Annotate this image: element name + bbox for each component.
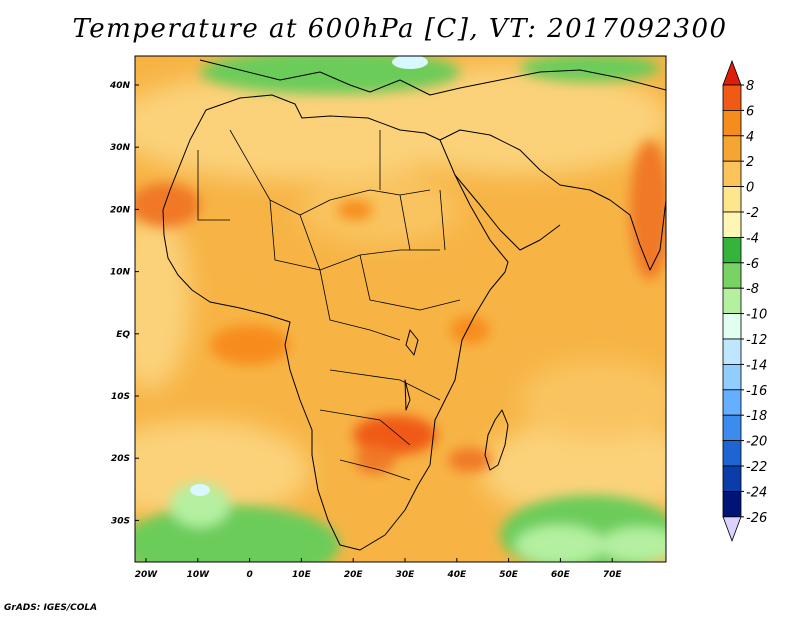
lon-tick-label: 70E xyxy=(603,570,623,580)
colorbar-cap-top xyxy=(722,59,742,86)
colorbar-label: -26 xyxy=(746,511,767,526)
colorbar-label: 8 xyxy=(746,79,754,94)
field-cold-spot xyxy=(392,56,428,69)
colorbar-swatch xyxy=(722,135,742,162)
lon-tick-label: 50E xyxy=(499,570,519,580)
europe-coast xyxy=(199,59,666,96)
lat-tick-label: 10N xyxy=(110,268,131,278)
lat-tick-label: 20N xyxy=(110,205,131,215)
colorbar-label: -20 xyxy=(746,435,767,450)
colorbar-swatch xyxy=(722,363,742,391)
credit-text: GrADS: IGES/COLA xyxy=(4,603,98,613)
colorbar-swatch xyxy=(722,110,742,137)
colorbar-label: 0 xyxy=(746,181,754,196)
colorbar-label: -16 xyxy=(746,384,767,399)
lon-tick-label: 20W xyxy=(135,570,159,580)
colorbar: 8 6 4 2 0 -2 -4 -6 -8 -10 -12 -14 -16 -18 -20 -22 -24 -26 xyxy=(722,59,767,542)
inland-lakes xyxy=(404,329,419,411)
lon-tick-label: 10E xyxy=(292,570,312,580)
lat-tick-label: 20S xyxy=(111,454,130,464)
lon-tick-label: 0 xyxy=(246,570,252,580)
field-warm-zones xyxy=(135,140,666,474)
longitude-ticks: 20W 10W 0 10E 20E 30E 40E 50E 60E 70E xyxy=(135,558,623,580)
latitude-ticks: 40N 30N 20N 10N EQ 10S 20S 30S xyxy=(109,81,139,526)
colorbar-swatch xyxy=(722,389,742,416)
colorbar-label: -12 xyxy=(746,333,767,348)
colorbar-swatch xyxy=(722,490,742,518)
lon-tick-label: 60E xyxy=(551,570,571,580)
colorbar-swatch xyxy=(722,338,742,365)
lon-tick-label: 40E xyxy=(446,570,467,580)
arabia-coast xyxy=(439,129,666,271)
colorbar-swatch xyxy=(722,313,742,340)
colorbar-swatch xyxy=(722,236,742,264)
colorbar-label: -2 xyxy=(746,206,759,221)
colorbar-label: -8 xyxy=(746,282,759,297)
colorbar-swatch xyxy=(722,186,742,213)
colorbar-swatch xyxy=(722,287,742,315)
colorbar-swatch xyxy=(722,414,742,442)
colorbar-label: -6 xyxy=(746,257,759,272)
lat-tick-label: 40N xyxy=(109,81,131,91)
colorbar-label: 4 xyxy=(746,130,754,145)
colorbar-swatch xyxy=(722,160,742,187)
colorbar-swatch xyxy=(722,440,742,467)
map-frame xyxy=(134,55,667,563)
madagascar xyxy=(484,409,509,471)
lat-tick-label: 30S xyxy=(111,516,130,526)
colorbar-swatch xyxy=(722,465,742,492)
colorbar-label: -14 xyxy=(746,358,767,373)
colorbar-label: -24 xyxy=(746,485,767,500)
coastlines xyxy=(162,59,666,551)
colorbar-label: -18 xyxy=(746,409,767,424)
chart-title: Temperature at 600hPa [C], VT: 201709230… xyxy=(72,14,728,44)
lon-tick-label: 10W xyxy=(187,570,211,580)
colorbar-label: 2 xyxy=(746,155,754,170)
colorbar-label: 6 xyxy=(746,104,754,119)
africa-coastline xyxy=(162,94,509,551)
colorbar-swatch xyxy=(722,211,742,238)
colorbar-swatch xyxy=(722,262,742,289)
colorbar-cap-bottom xyxy=(722,516,742,542)
lon-tick-label: 20E xyxy=(344,570,364,580)
lat-tick-label: 10S xyxy=(111,392,130,402)
colorbar-label: -22 xyxy=(746,460,767,475)
temperature-field xyxy=(135,56,666,562)
lat-tick-label: EQ xyxy=(116,330,130,340)
field-north-cool xyxy=(135,65,666,390)
colorbar-label: -10 xyxy=(746,308,767,323)
colorbar-swatch xyxy=(722,84,742,111)
inland-borders xyxy=(197,129,461,481)
field-cold-spot xyxy=(190,484,210,496)
colorbar-label: -4 xyxy=(746,231,759,246)
lat-tick-label: 30N xyxy=(110,143,131,153)
lon-tick-label: 30E xyxy=(396,570,416,580)
